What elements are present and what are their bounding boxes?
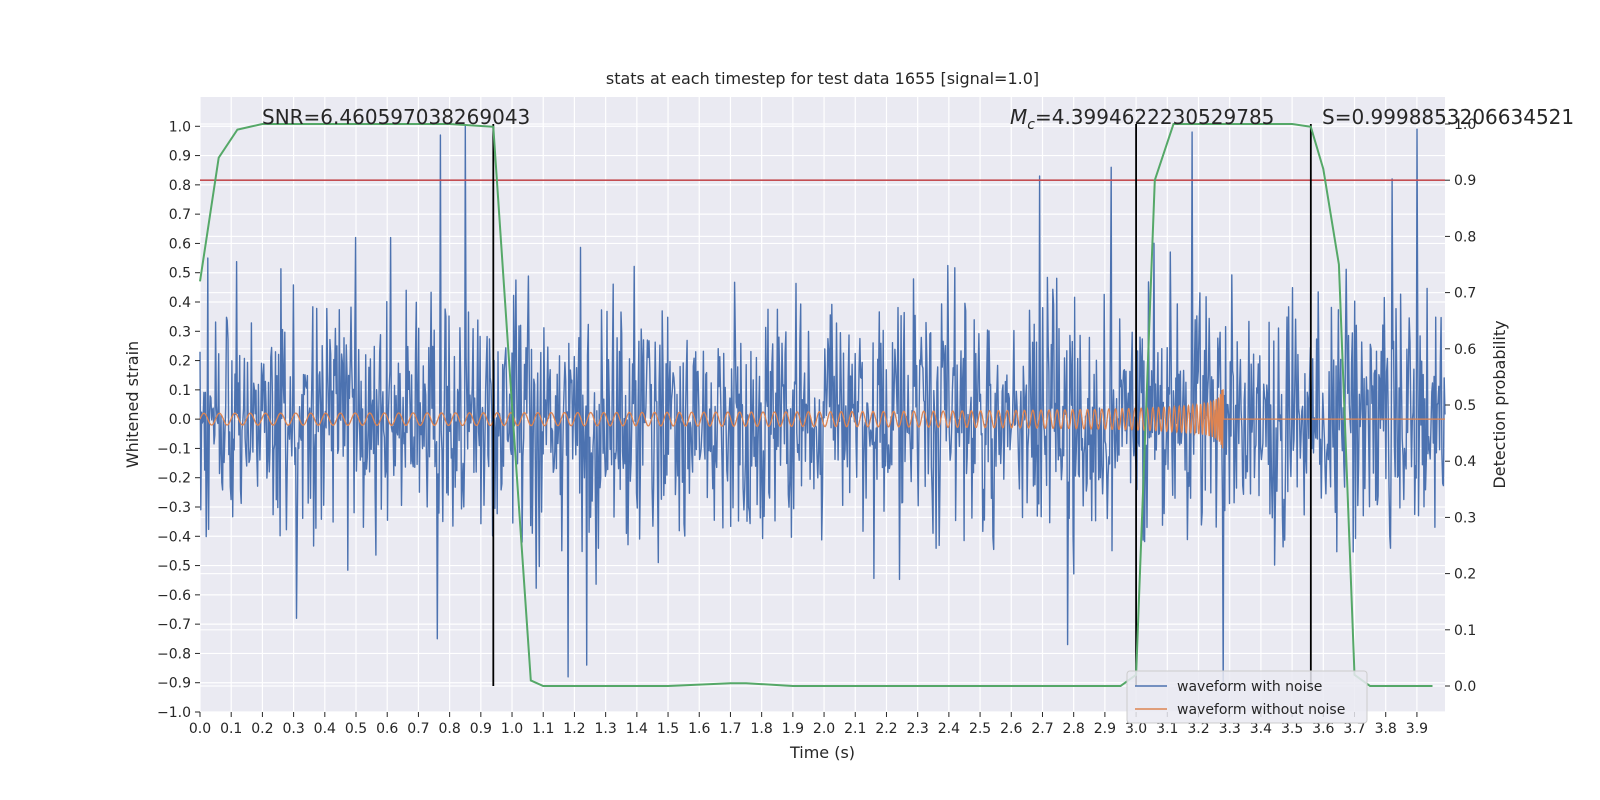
x-tick-label: 0.7 bbox=[407, 721, 429, 737]
x-tick-label: 2.5 bbox=[969, 721, 991, 737]
detection-probability-line bbox=[199, 123, 1433, 687]
chart-title: stats at each timestep for test data 165… bbox=[606, 69, 1039, 88]
y2-tick-label: 0.4 bbox=[1454, 454, 1476, 470]
mc-annotation: Mc=4.3994622230529785 bbox=[1010, 105, 1274, 133]
y-tick-label: −0.4 bbox=[157, 529, 191, 545]
y-tick-label: −0.7 bbox=[157, 617, 191, 633]
x-tick-label: 0.6 bbox=[376, 721, 398, 737]
x-tick-label: 1.3 bbox=[595, 721, 617, 737]
x-tick-label: 2.3 bbox=[907, 721, 929, 737]
axes-layer: 0.0 0.1 0.2 0.3 0.4 0.5 0.6 0.7 0.8 0.9 1.0 1.1 1.2 1… bbox=[157, 117, 1476, 737]
x-tick-label: 1.9 bbox=[782, 721, 804, 737]
x-tick-label: 1.1 bbox=[532, 721, 554, 737]
y-tick-label: 0.0 bbox=[169, 412, 191, 428]
x-tick-label: 2.0 bbox=[813, 721, 835, 737]
noise-waveform-line bbox=[199, 125, 1446, 687]
legend-box bbox=[1126, 670, 1368, 724]
y-tick-label: 0.1 bbox=[169, 383, 191, 399]
mc-symbol: M bbox=[1010, 105, 1027, 129]
y-tick-label: 0.3 bbox=[169, 324, 191, 340]
x-tick-label: 1.8 bbox=[751, 721, 773, 737]
x-tick-label: 0.1 bbox=[220, 721, 242, 737]
y-tick-label: 0.2 bbox=[169, 354, 191, 370]
overlay-layer bbox=[199, 123, 1445, 687]
y-tick-label: −0.5 bbox=[157, 559, 191, 575]
x-tick-label: 0.8 bbox=[438, 721, 460, 737]
x-axis-label: Time (s) bbox=[789, 743, 855, 762]
x-tick-label: 1.2 bbox=[563, 721, 585, 737]
y-tick-label: −0.1 bbox=[157, 441, 191, 457]
s-annotation: S=0.9998853206634521 bbox=[1322, 105, 1574, 129]
x-tick-label: 1.5 bbox=[657, 721, 679, 737]
y2-tick-label: 0.2 bbox=[1454, 567, 1476, 583]
y-tick-label: 0.4 bbox=[169, 295, 191, 311]
y-tick-label: −0.2 bbox=[157, 471, 191, 487]
y2-tick-label: 0.5 bbox=[1454, 398, 1476, 414]
x-tick-label: 1.4 bbox=[626, 721, 648, 737]
y-tick-label: 0.9 bbox=[169, 149, 191, 165]
x-tick-label: 2.4 bbox=[938, 721, 960, 737]
y-tick-label: 0.6 bbox=[169, 236, 191, 252]
mc-value: =4.3994622230529785 bbox=[1035, 105, 1274, 129]
y-tick-label: −0.6 bbox=[157, 588, 191, 604]
y2-tick-label: 0.0 bbox=[1454, 679, 1476, 695]
x-tick-label: 0.9 bbox=[470, 721, 492, 737]
y2-tick-label: 0.6 bbox=[1454, 342, 1476, 358]
x-tick-label: 2.9 bbox=[1094, 721, 1116, 737]
x-tick-label: 1.7 bbox=[719, 721, 741, 737]
y-axis-label: Whitened strain bbox=[123, 341, 142, 468]
x-tick-label: 1.0 bbox=[501, 721, 523, 737]
y2-tick-label: 0.3 bbox=[1454, 510, 1476, 526]
clean-waveform-line bbox=[199, 389, 1445, 449]
noise-series-layer bbox=[199, 125, 1446, 687]
y-tick-label: 0.7 bbox=[169, 207, 191, 223]
x-tick-label: 3.3 bbox=[1219, 721, 1241, 737]
legend-label-noise: waveform with noise bbox=[1177, 679, 1322, 695]
mc-subscript: c bbox=[1027, 117, 1035, 133]
y2-axis-label: Detection probability bbox=[1490, 320, 1509, 488]
y-tick-label: 1.0 bbox=[169, 119, 191, 135]
snr-annotation: SNR=6.460597038269043 bbox=[262, 105, 530, 129]
y-tick-label: −0.9 bbox=[157, 676, 191, 692]
x-tick-label: 0.5 bbox=[345, 721, 367, 737]
x-tick-label: 3.1 bbox=[1156, 721, 1178, 737]
y-tick-label: −1.0 bbox=[157, 705, 191, 721]
y2-tick-label: 0.9 bbox=[1454, 173, 1476, 189]
x-tick-label: 3.0 bbox=[1125, 721, 1147, 737]
x-tick-label: 3.6 bbox=[1312, 721, 1334, 737]
x-tick-label: 2.7 bbox=[1031, 721, 1053, 737]
x-tick-label: 3.2 bbox=[1187, 721, 1209, 737]
x-tick-label: 2.2 bbox=[875, 721, 897, 737]
x-tick-label: 3.5 bbox=[1281, 721, 1303, 737]
y2-tick-label: 0.8 bbox=[1454, 229, 1476, 245]
y-tick-label: −0.3 bbox=[157, 500, 191, 516]
x-tick-label: 3.4 bbox=[1250, 721, 1272, 737]
x-tick-label: 1.6 bbox=[688, 721, 710, 737]
x-tick-label: 3.7 bbox=[1343, 721, 1365, 737]
x-tick-label: 0.4 bbox=[314, 721, 336, 737]
legend: waveform with noise waveform without noi… bbox=[1126, 670, 1368, 724]
y2-tick-label: 1.0 bbox=[1454, 117, 1476, 133]
chirp-series-layer bbox=[199, 389, 1445, 449]
x-tick-label: 0.3 bbox=[282, 721, 304, 737]
y2-tick-label: 0.7 bbox=[1454, 286, 1476, 302]
legend-label-clean: waveform without noise bbox=[1177, 702, 1345, 718]
x-tick-label: 2.6 bbox=[1000, 721, 1022, 737]
y-tick-label: 0.8 bbox=[169, 178, 191, 194]
x-tick-label: 2.8 bbox=[1063, 721, 1085, 737]
x-tick-label: 3.8 bbox=[1375, 721, 1397, 737]
y2-tick-label: 0.1 bbox=[1454, 623, 1476, 639]
x-tick-label: 0.0 bbox=[189, 721, 211, 737]
y-tick-label: −0.8 bbox=[157, 646, 191, 662]
y-tick-label: 0.5 bbox=[169, 266, 191, 282]
x-tick-label: 0.2 bbox=[251, 721, 273, 737]
x-tick-label: 2.1 bbox=[844, 721, 866, 737]
x-tick-label: 3.9 bbox=[1406, 721, 1428, 737]
